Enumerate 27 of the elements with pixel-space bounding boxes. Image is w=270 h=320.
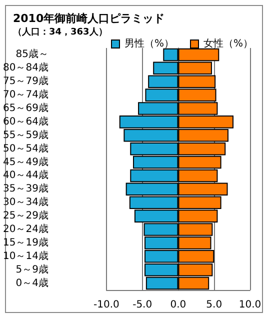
- y-tick-label: 80～84歳: [2, 62, 48, 74]
- x-tick-label: 5.0: [206, 300, 222, 310]
- x-tick-label: 0.0: [170, 300, 186, 310]
- y-tick-label: 85歳～: [16, 48, 48, 60]
- chart-subtitle: （人口：34，363人）: [13, 26, 108, 38]
- y-tick-label: 70～74歳: [2, 88, 48, 101]
- y-tick-label: 0～4歳: [16, 276, 48, 289]
- y-tick-label: 55～59歳: [2, 128, 48, 141]
- y-tick-label: 45～49歳: [2, 156, 48, 168]
- y-tick-label: 65～69歳: [2, 102, 48, 114]
- x-tick-label: -10.0: [94, 300, 120, 310]
- y-tick-label: 50～54歳: [2, 142, 48, 154]
- x-tick-label: -5.0: [132, 300, 152, 310]
- y-tick-label: 35～39歳: [2, 182, 48, 195]
- y-tick-label: 5～9歳: [16, 263, 48, 276]
- y-tick-label: 10～14歳: [2, 250, 48, 262]
- legend-label: 女性（%）: [204, 38, 254, 50]
- y-tick-label: 25～29歳: [2, 210, 48, 222]
- y-tick-label: 75～79歳: [2, 75, 48, 88]
- chart-title: 2010年御前崎人口ピラミッド: [13, 12, 165, 25]
- y-tick-label: 20～24歳: [2, 223, 48, 235]
- legend-label: 男性（%）: [124, 38, 174, 50]
- y-tick-label: 30～34歳: [2, 196, 48, 208]
- y-tick-label: 60～64歳: [2, 115, 48, 128]
- y-tick-label: 15～19歳: [2, 236, 48, 248]
- x-tick-label: 10.0: [238, 300, 262, 310]
- y-tick-label: 40～44歳: [2, 169, 48, 182]
